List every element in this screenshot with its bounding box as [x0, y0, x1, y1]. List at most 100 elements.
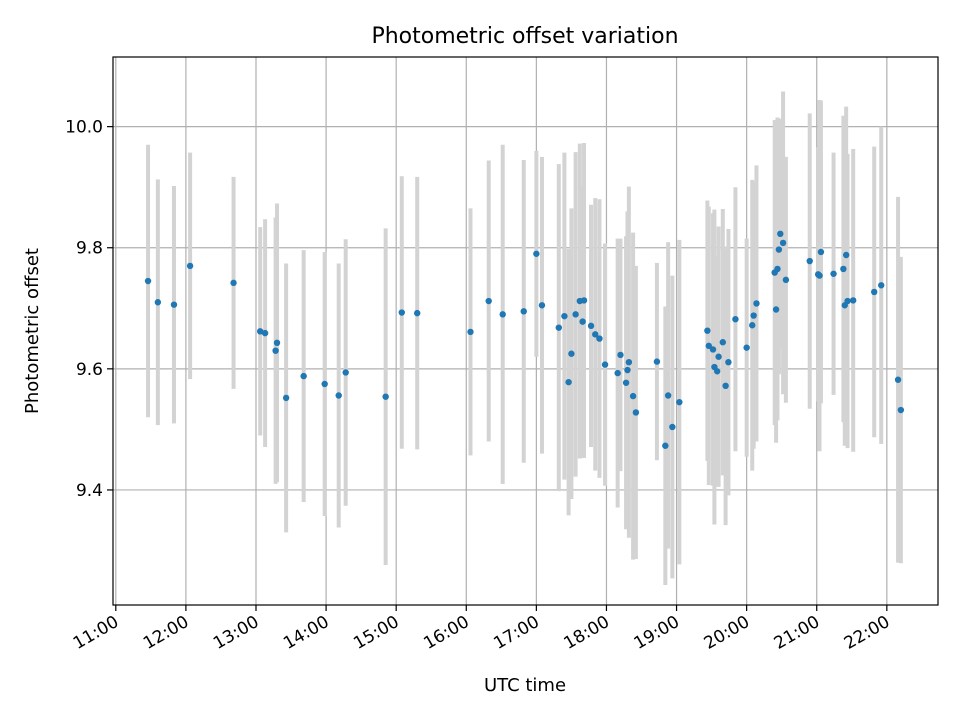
- data-point: [775, 246, 783, 253]
- data-point: [533, 250, 540, 257]
- data-point: [414, 309, 421, 317]
- data-point: [282, 394, 290, 402]
- data-point: [622, 379, 630, 386]
- x-tick-label: 12:00: [140, 612, 192, 654]
- data-point: [676, 398, 683, 406]
- data-point: [878, 282, 885, 289]
- data-point: [715, 353, 722, 360]
- data-point: [806, 257, 813, 265]
- data-point: [897, 406, 905, 414]
- data-point: [750, 312, 757, 319]
- data-point: [753, 300, 760, 307]
- chart-title: Photometric offset variation: [371, 24, 678, 49]
- data-point: [561, 312, 568, 320]
- data-point: [261, 329, 269, 337]
- data-point: [743, 344, 750, 351]
- data-point: [273, 339, 281, 347]
- data-point: [782, 276, 790, 284]
- data-point: [592, 331, 599, 338]
- data-point: [774, 265, 781, 273]
- data-point: [817, 248, 825, 256]
- data-point: [499, 311, 506, 318]
- x-tick-label: 22:00: [841, 612, 893, 654]
- data-point: [144, 277, 152, 285]
- data-point: [154, 299, 162, 306]
- data-point: [849, 297, 857, 304]
- data-point: [572, 311, 579, 318]
- data-point: [669, 423, 676, 431]
- y-tick-label: 9.4: [76, 481, 103, 501]
- data-point: [485, 297, 492, 305]
- data-point: [816, 272, 823, 279]
- data-point: [596, 335, 603, 342]
- data-point: [662, 442, 669, 449]
- data-point: [842, 251, 850, 259]
- data-point: [719, 339, 727, 346]
- data-point: [321, 380, 328, 388]
- data-point: [256, 328, 264, 335]
- plot-frame: [112, 56, 939, 606]
- data-point: [230, 279, 237, 287]
- data-point: [725, 358, 732, 366]
- data-point: [335, 392, 342, 399]
- data-point: [749, 322, 756, 329]
- y-axis-label: Photometric offset: [22, 248, 43, 414]
- x-tick-label: 20:00: [701, 612, 753, 654]
- data-point: [664, 392, 672, 399]
- x-tick-label: 13:00: [210, 612, 262, 654]
- y-axis-ticks: 9.4 9.6 9.8 10.0: [65, 118, 113, 501]
- data-point: [382, 393, 389, 400]
- x-tick-label: 17:00: [490, 612, 542, 654]
- data-point: [624, 366, 631, 374]
- data-point: [871, 288, 878, 296]
- data-point: [601, 361, 609, 368]
- x-tick-label: 16:00: [420, 612, 472, 654]
- data-point: [565, 378, 572, 386]
- x-tick-label: 19:00: [631, 612, 683, 654]
- data-point: [579, 318, 586, 325]
- data-point: [632, 409, 640, 416]
- data-points: [144, 230, 905, 449]
- data-point: [709, 346, 717, 353]
- data-point: [705, 342, 712, 350]
- data-point: [840, 265, 847, 273]
- data-point: [614, 369, 621, 377]
- data-point: [629, 392, 637, 400]
- data-point: [568, 350, 575, 357]
- data-point: [777, 230, 784, 238]
- data-point: [714, 368, 721, 375]
- data-point: [617, 351, 624, 359]
- data-point: [704, 327, 711, 334]
- x-tick-label: 21:00: [771, 612, 823, 654]
- data-point: [520, 308, 527, 315]
- error-bars: [146, 91, 903, 586]
- y-tick-label: 9.6: [76, 360, 103, 380]
- x-tick-label: 14:00: [280, 612, 332, 654]
- data-point: [186, 262, 194, 270]
- data-point: [587, 322, 595, 330]
- data-point: [272, 347, 279, 354]
- x-tick-label: 18:00: [561, 612, 613, 654]
- data-point: [772, 306, 780, 313]
- x-axis-label: UTC time: [484, 675, 566, 696]
- data-point: [467, 328, 474, 336]
- data-point: [779, 239, 787, 247]
- data-point: [300, 372, 307, 380]
- data-point: [722, 382, 729, 389]
- data-point: [555, 324, 562, 331]
- x-axis-ticks: 11:00 12:00 13:00 14:00 15:00 16:00 17:00 18:00…: [70, 605, 893, 654]
- data-point: [830, 270, 837, 277]
- data-point: [625, 358, 633, 366]
- data-point: [732, 315, 739, 323]
- data-point: [844, 297, 851, 305]
- data-point: [894, 376, 902, 383]
- y-tick-label: 9.8: [76, 239, 103, 259]
- data-point: [342, 369, 349, 376]
- data-point: [398, 309, 405, 316]
- data-point: [538, 302, 546, 309]
- x-tick-label: 11:00: [70, 612, 122, 654]
- data-point: [580, 297, 588, 304]
- data-point: [653, 358, 661, 365]
- x-tick-label: 15:00: [350, 612, 402, 654]
